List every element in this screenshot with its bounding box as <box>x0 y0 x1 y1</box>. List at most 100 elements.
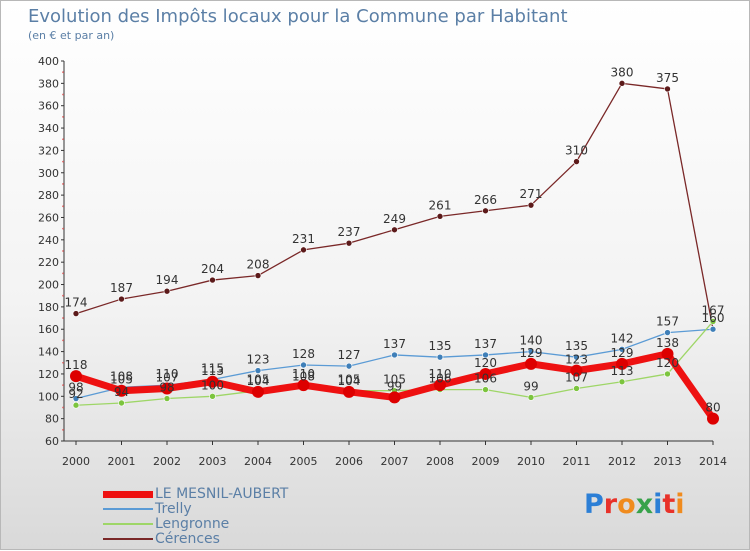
data-label-le-mesnil-aubert: 138 <box>656 336 679 350</box>
data-label-lengronne: 105 <box>247 373 270 387</box>
y-minor-dot <box>62 115 64 118</box>
data-label-trelly: 137 <box>383 337 406 351</box>
y-minor-dot <box>62 339 64 342</box>
legend-swatch-cerences <box>103 538 153 540</box>
data-point-trelly <box>573 353 580 361</box>
data-point-c-rences <box>618 80 626 87</box>
data-point-trelly <box>391 351 398 359</box>
legend-label-lengronne: Lengronne <box>155 516 230 532</box>
data-label-le-mesnil-aubert: 104 <box>247 374 270 388</box>
data-label-trelly: 137 <box>474 337 497 351</box>
data-label-le-mesnil-aubert: 105 <box>110 373 133 387</box>
data-label-le-mesnil-aubert: 129 <box>520 346 543 360</box>
data-point-c-rences <box>436 213 444 220</box>
data-label-lengronne: 105 <box>338 373 361 387</box>
y-tick-label: 260 <box>38 211 59 224</box>
legend-item-trelly: Trelly <box>103 501 192 517</box>
y-tick-label: 360 <box>38 100 59 113</box>
y-minor-dot <box>62 406 64 409</box>
logo-letter: P <box>584 489 604 520</box>
data-point-c-rences <box>527 201 535 209</box>
data-point-c-rences <box>163 287 171 295</box>
data-point-trelly <box>300 361 307 369</box>
data-point-c-rences <box>391 226 398 234</box>
data-point-le-mesnil-aubert <box>434 379 446 392</box>
data-point-lengronne <box>482 386 489 393</box>
data-point-le-mesnil-aubert <box>707 412 719 425</box>
data-label-trelly: 140 <box>520 334 543 348</box>
data-label-lengronne: 167 <box>702 303 725 317</box>
data-label-trelly: 142 <box>611 331 634 345</box>
y-minor-dot <box>62 294 64 297</box>
data-label-lengronne: 113 <box>611 364 634 378</box>
data-point-c-rences <box>482 207 489 215</box>
x-tick-label: 2012 <box>608 455 636 468</box>
data-label-lengronne: 100 <box>201 378 224 392</box>
data-label-c-rences: 261 <box>429 198 452 212</box>
data-label-le-mesnil-aubert: 129 <box>611 346 634 360</box>
x-tick-label: 2014 <box>699 455 727 468</box>
data-label-lengronne: 120 <box>656 356 679 370</box>
data-point-lengronne <box>72 401 80 409</box>
data-point-c-rences <box>300 246 307 254</box>
data-point-trelly <box>482 351 489 359</box>
x-tick-label: 2002 <box>153 455 181 468</box>
data-label-lengronne: 106 <box>429 372 452 386</box>
legend-swatch-trelly <box>103 508 153 510</box>
data-point-c-rences <box>664 85 671 93</box>
legend-item-cerences: Cérences <box>103 531 220 547</box>
data-label-le-mesnil-aubert: 80 <box>705 401 720 415</box>
y-tick-label: 80 <box>45 413 59 426</box>
data-point-le-mesnil-aubert <box>115 384 128 397</box>
x-tick-label: 2000 <box>62 455 90 468</box>
y-minor-dot <box>62 227 64 230</box>
legend-label-cerences: Cérences <box>155 531 220 547</box>
data-point-lengronne <box>709 318 717 325</box>
data-point-c-rences <box>345 239 353 247</box>
data-label-trelly: 108 <box>110 369 133 383</box>
data-label-trelly: 128 <box>292 347 315 361</box>
y-minor-dot <box>62 250 64 252</box>
y-tick-label: 200 <box>38 279 59 292</box>
y-tick-label: 60 <box>45 435 59 448</box>
data-label-le-mesnil-aubert: 110 <box>429 367 452 381</box>
data-point-trelly <box>527 348 535 355</box>
data-label-c-rences: 194 <box>156 273 179 287</box>
logo-letter: x <box>635 489 654 520</box>
data-label-trelly: 123 <box>247 353 270 367</box>
data-point-trelly <box>436 353 444 361</box>
logo-letter: i <box>653 489 663 520</box>
data-point-lengronne <box>163 395 171 402</box>
data-label-lengronne: 99 <box>523 379 538 393</box>
data-label-lengronne: 108 <box>292 369 315 383</box>
data-point-le-mesnil-aubert <box>388 391 401 404</box>
data-label-lengronne: 94 <box>114 385 129 399</box>
data-label-c-rences: 208 <box>247 258 270 272</box>
data-label-le-mesnil-aubert: 107 <box>156 370 179 384</box>
legend-label-trelly: Trelly <box>155 501 192 517</box>
y-tick-label: 180 <box>38 301 59 314</box>
data-point-le-mesnil-aubert <box>252 385 264 398</box>
data-label-c-rences: 237 <box>338 225 361 239</box>
x-tick-label: 2010 <box>517 455 545 468</box>
data-label-le-mesnil-aubert: 123 <box>565 353 588 367</box>
y-tick-label: 140 <box>38 346 59 359</box>
logo-letter: t <box>662 489 676 520</box>
data-point-trelly <box>72 395 80 402</box>
data-point-lengronne <box>527 394 535 401</box>
data-point-trelly <box>664 329 671 336</box>
data-point-lengronne <box>618 378 626 386</box>
y-tick-label: 160 <box>38 323 59 336</box>
y-minor-dot <box>62 428 64 431</box>
data-point-lengronne <box>118 399 125 407</box>
logo-letter: i <box>675 489 685 520</box>
logo-letter: r <box>603 489 618 520</box>
data-label-c-rences: 380 <box>611 65 634 79</box>
y-minor-dot <box>62 93 64 96</box>
data-label-c-rences: 310 <box>565 144 588 158</box>
y-minor-dot <box>62 71 64 74</box>
y-tick-label: 220 <box>38 256 59 269</box>
proxiti-logo: Proxiti <box>584 489 685 520</box>
y-minor-dot <box>62 138 64 141</box>
